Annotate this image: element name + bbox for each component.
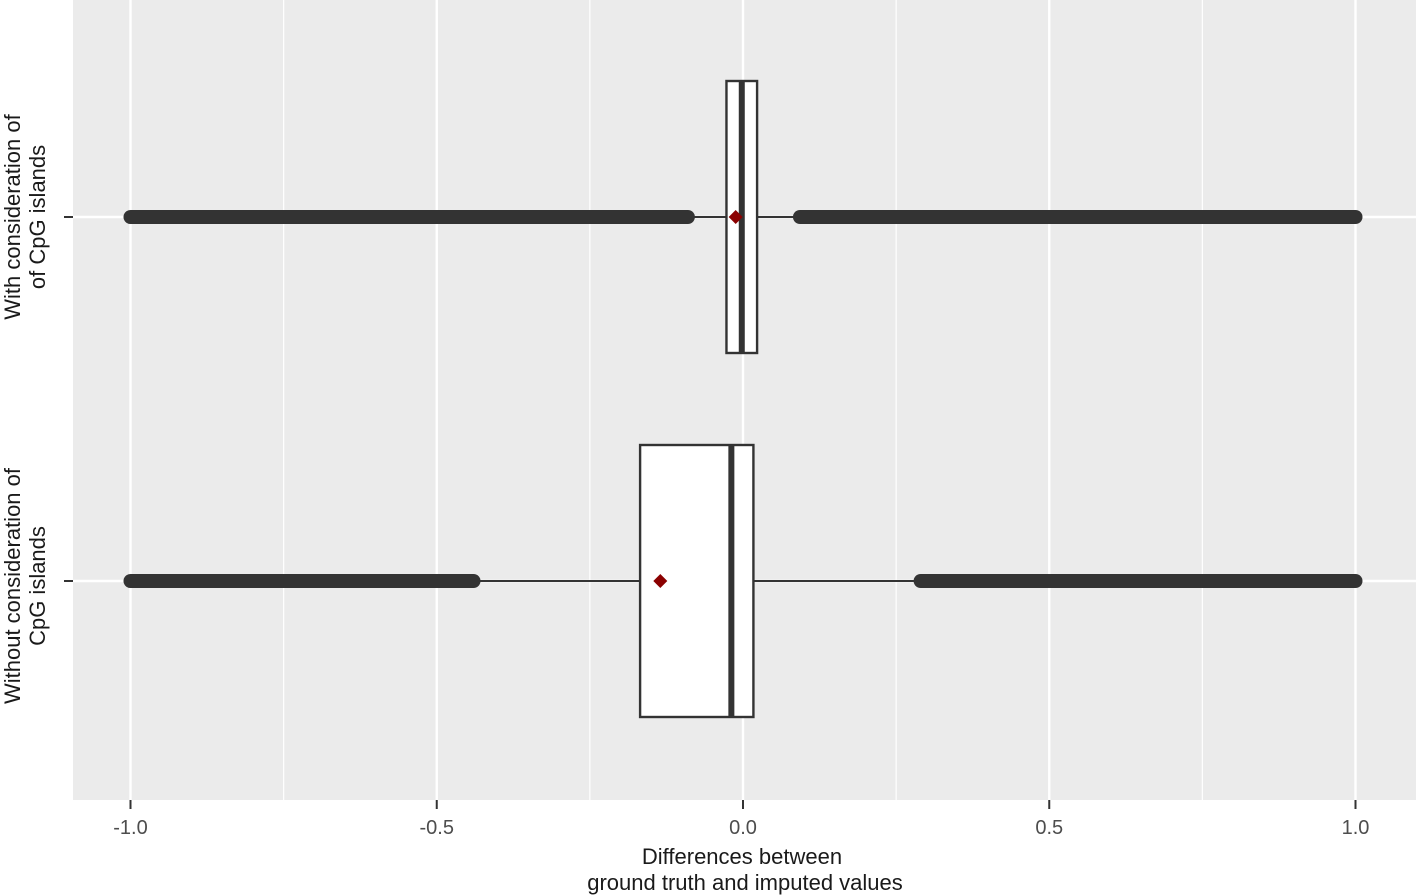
x-tick-label: 1.0 <box>1342 817 1370 839</box>
y-axis-ticks <box>64 216 73 582</box>
category-label-line-2: CpG islands <box>25 526 50 646</box>
mean-marker <box>728 210 743 224</box>
box-series <box>123 79 1363 719</box>
category-label-line-2: of CpG islands <box>25 145 50 289</box>
y-axis-category-labels: With consideration of of CpG islands Witho… <box>0 113 50 704</box>
x-tick-label: -1.0 <box>113 817 147 839</box>
grid-minor <box>283 0 1203 800</box>
category-label-line-1: Without consideration of <box>0 467 25 704</box>
box-group <box>123 79 1363 355</box>
x-tick-label: 0.5 <box>1035 817 1063 839</box>
x-axis-title-line-2: ground truth and imputed values <box>587 870 903 895</box>
mean-marker <box>653 574 668 588</box>
x-tick-label: -0.5 <box>420 817 454 839</box>
x-axis-ticks: -1.0 -0.5 0.0 0.5 1.0 <box>113 800 1369 839</box>
category-label-line-1: With consideration of <box>0 113 25 319</box>
x-axis-title-line-1: Differences between <box>642 844 842 869</box>
x-tick-label: 0.0 <box>729 817 757 839</box>
box-group <box>123 443 1363 719</box>
